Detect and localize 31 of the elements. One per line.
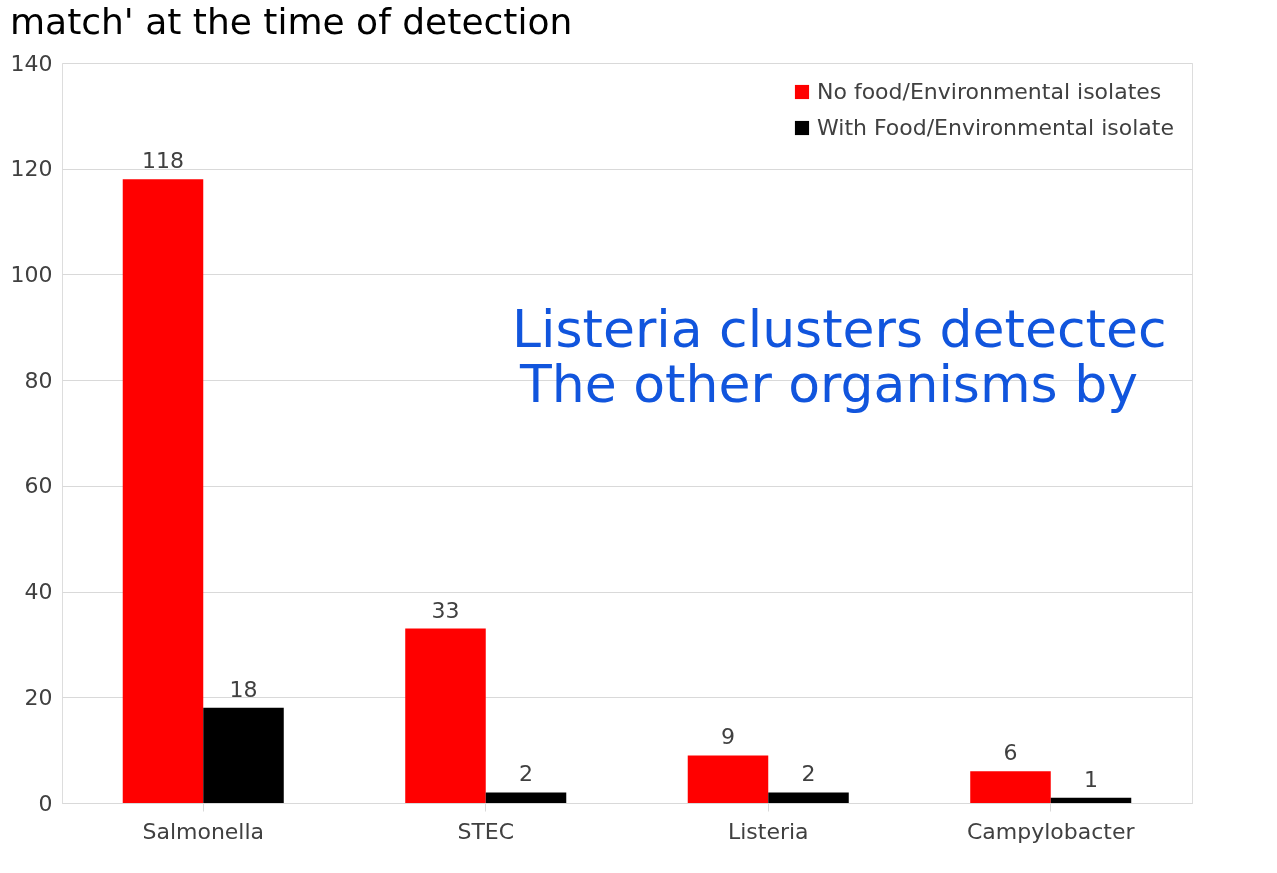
data-label: 9 [720,724,735,750]
data-label: 2 [801,761,816,787]
data-label: 118 [141,148,184,174]
data-label: 18 [229,676,258,702]
chart-title: match' at the time of detection [10,1,573,42]
y-tick-label: 0 [38,790,53,816]
bar [768,792,849,803]
x-tick-label: Listeria [727,818,809,844]
data-label: 6 [1003,740,1018,766]
data-label: 33 [431,597,460,623]
y-tick-label: 80 [24,367,53,393]
y-tick-label: 20 [24,684,53,710]
bar [485,792,567,803]
y-tick-label: 120 [10,156,53,182]
y-tick-label: 140 [10,50,53,76]
bar [203,707,284,803]
x-tick-label: Campylobacter [966,818,1136,844]
data-label: 2 [519,761,534,787]
legend-label: No food/Environmental isolates [817,79,1162,104]
legend-label: With Food/Environmental isolate [817,115,1174,140]
bar [405,628,486,803]
x-tick-label: Salmonella [142,818,265,844]
bar [122,179,204,803]
data-label: 1 [1084,766,1099,792]
bar [970,771,1051,803]
bar [1050,797,1132,803]
y-tick-label: 40 [24,579,53,605]
y-tick-label: 100 [10,261,53,287]
bar [687,755,769,803]
x-tick-label: STEC [457,818,515,844]
y-tick-label: 60 [24,473,53,499]
